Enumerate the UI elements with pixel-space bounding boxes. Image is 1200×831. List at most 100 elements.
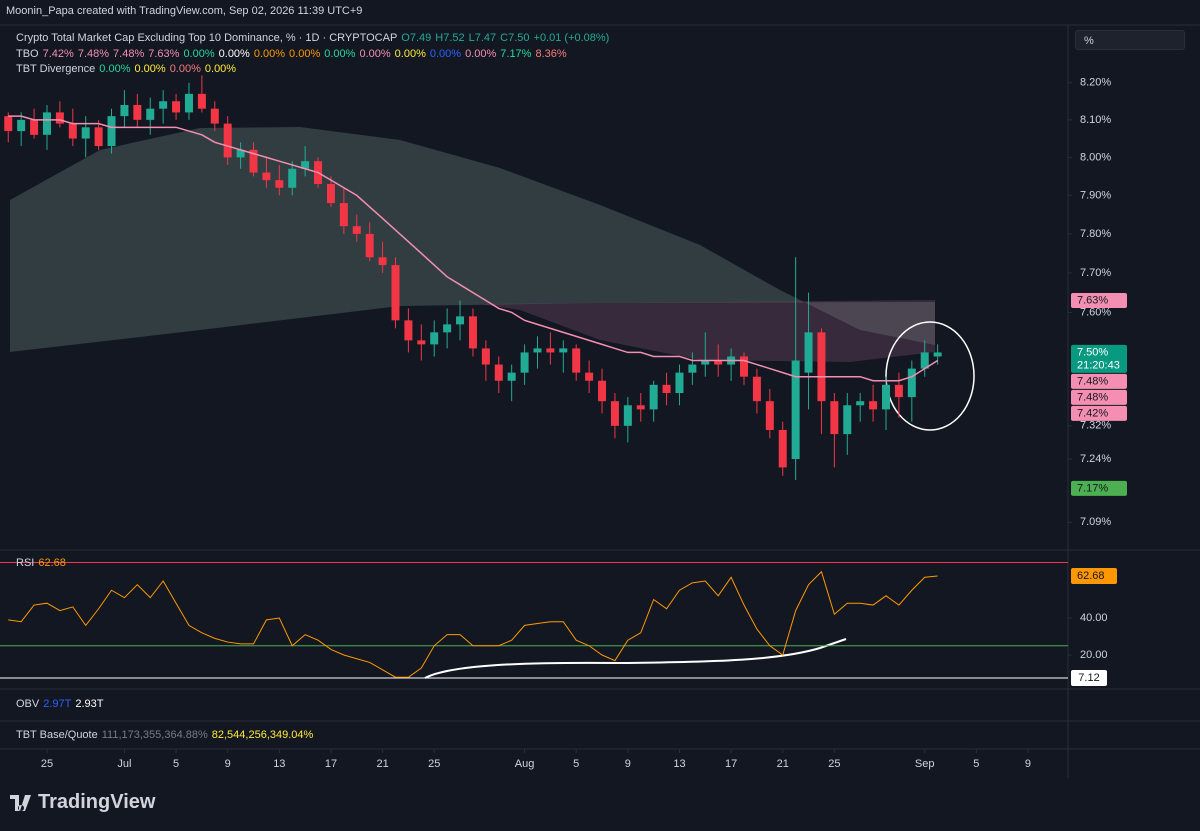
scale-button[interactable]: % — [1075, 30, 1185, 50]
candle-body — [443, 324, 452, 333]
x-tick-label: 25 — [41, 758, 53, 770]
indicator-value: 0.00% — [289, 48, 321, 60]
indicator-value: 0.00% — [99, 63, 131, 75]
price-label-box — [1071, 405, 1127, 421]
indicator-value: 111,173,355,364.88% — [101, 729, 208, 741]
symbol-legend: Crypto Total Market Cap Excluding Top 10… — [16, 32, 613, 44]
candle-body — [533, 348, 542, 353]
ohlc-value: C7.50 — [500, 32, 530, 44]
candle-body — [701, 360, 710, 365]
candle-body — [791, 360, 800, 460]
x-tick-label: 17 — [325, 758, 337, 770]
indicator-legend: TBT Divergence 0.00% 0.00% 0.00% 0.00% — [16, 63, 240, 75]
candle-body — [817, 332, 826, 402]
candle-body — [210, 108, 219, 124]
candle-body — [933, 352, 942, 357]
indicator-value: 7.17% — [500, 48, 532, 60]
indicator-value: 0.00% — [183, 48, 215, 60]
candle-body — [146, 108, 155, 120]
moving-average — [8, 115, 939, 382]
candle-body — [30, 119, 39, 135]
y-tick-label: 7.32% — [1080, 420, 1111, 432]
candle-body — [688, 364, 697, 373]
rsi-label: 62.68 — [1077, 570, 1105, 582]
symbol: Crypto Total Market Cap Excluding Top 10… — [16, 32, 398, 44]
y-tick-label: 7.70% — [1080, 267, 1111, 279]
annotation-circle — [885, 321, 975, 431]
candle-body — [894, 384, 903, 398]
price-label: 7.63% — [1077, 294, 1108, 306]
candle-body — [107, 116, 116, 147]
x-tick-label: 17 — [725, 758, 737, 770]
candle-body — [4, 116, 13, 132]
x-tick-label: Jul — [117, 758, 131, 770]
x-tick-label: 9 — [225, 758, 231, 770]
y-tick-label: 8.00% — [1080, 151, 1111, 163]
candle-body — [17, 119, 26, 132]
indicator-value: 0.00% — [253, 48, 286, 60]
candle-body — [481, 348, 490, 365]
price-label-time: 21:20:43 — [1077, 359, 1120, 371]
indicator-value: 2.97T — [43, 698, 72, 710]
indicator-value: 0.00% — [218, 48, 250, 60]
indicator-value: 0.00% — [169, 63, 201, 75]
candle-body — [404, 320, 413, 341]
candle-body — [42, 112, 51, 135]
candle-body — [197, 93, 206, 109]
indicator-value: 8.36% — [535, 48, 567, 60]
y-tick-label: 7.80% — [1080, 228, 1111, 240]
candle-body — [520, 352, 529, 373]
candle-body — [636, 405, 645, 410]
candle-body — [752, 376, 761, 402]
y-tick-label: 20.00 — [1080, 649, 1108, 661]
candle-body — [288, 168, 297, 188]
price-label: 7.48% — [1077, 375, 1108, 387]
indicator-value: 0.00% — [324, 48, 356, 60]
price-label: 7.42% — [1077, 407, 1108, 419]
candle-body — [81, 127, 90, 139]
candle-body — [352, 226, 361, 234]
logo — [10, 795, 31, 811]
ohlc-value: L7.47 — [468, 32, 497, 44]
candle-body — [494, 364, 503, 381]
candle-body — [417, 340, 426, 345]
candle-body — [391, 265, 400, 321]
x-tick-label: 13 — [273, 758, 285, 770]
indicator-value: 0.00% — [465, 48, 497, 60]
rsi-label-box — [1071, 568, 1117, 585]
y-tick-label: 40.00 — [1080, 612, 1108, 624]
candle-body — [94, 127, 103, 147]
hline-label-box — [1071, 670, 1107, 686]
candle-body — [765, 401, 774, 430]
rsi-legend: RSI 62.68 — [16, 557, 70, 569]
indicator-value: 7.63% — [148, 48, 180, 60]
candle-body — [585, 372, 594, 381]
candle-body — [275, 180, 284, 188]
x-tick-label: 5 — [973, 758, 979, 770]
ohlc-value: +0.01 (+0.08%) — [533, 32, 610, 44]
candle-body — [120, 104, 129, 117]
y-tick-label: 7.09% — [1080, 516, 1111, 528]
candle-body — [843, 405, 852, 435]
price-label: 7.50% — [1077, 346, 1108, 358]
x-tick-label: 25 — [428, 758, 440, 770]
y-tick-label: 7.60% — [1080, 306, 1111, 318]
candle-body — [907, 368, 916, 398]
annotation-curve — [424, 638, 847, 679]
indicator-value: 7.48% — [113, 48, 145, 60]
candle-body — [610, 401, 619, 426]
candle-body — [249, 149, 258, 173]
x-tick-label: Aug — [515, 758, 535, 770]
x-tick-label: 9 — [625, 758, 631, 770]
candle-body — [133, 104, 142, 120]
price-label-box — [1071, 373, 1127, 389]
y-tick-label: 8.20% — [1080, 77, 1111, 89]
candle-body — [326, 183, 335, 204]
candle-body — [869, 401, 878, 410]
candle-body — [456, 316, 465, 325]
candle-body — [623, 405, 632, 426]
price-label-box — [1071, 389, 1127, 405]
candle-body — [172, 101, 181, 113]
